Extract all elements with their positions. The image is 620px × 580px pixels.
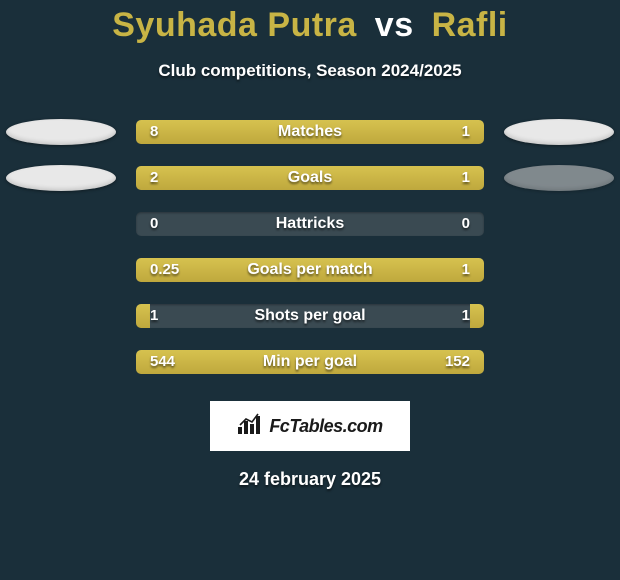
- stat-row: 0.251Goals per match: [0, 253, 620, 299]
- stat-label: Shots per goal: [136, 304, 484, 328]
- comparison-infographic: Syuhada Putra vs Rafli Club competitions…: [0, 0, 620, 580]
- stat-bar: 0.251Goals per match: [136, 258, 484, 282]
- stat-bar: 81Matches: [136, 120, 484, 144]
- subtitle: Club competitions, Season 2024/2025: [0, 61, 620, 81]
- stat-label: Matches: [136, 120, 484, 144]
- logo-text: FcTables.com: [269, 416, 382, 437]
- date-label: 24 february 2025: [0, 469, 620, 490]
- stat-row: 11Shots per goal: [0, 299, 620, 345]
- stat-label: Min per goal: [136, 350, 484, 374]
- player-badge-left: [6, 119, 116, 145]
- player2-name: Rafli: [432, 6, 508, 44]
- stat-row: 81Matches: [0, 115, 620, 161]
- stat-label: Goals per match: [136, 258, 484, 282]
- bar-chart-icon: [237, 413, 263, 440]
- player1-name: Syuhada Putra: [112, 6, 357, 44]
- stat-bar: 21Goals: [136, 166, 484, 190]
- player-badge-left: [6, 165, 116, 191]
- stat-bar: 544152Min per goal: [136, 350, 484, 374]
- stat-row: 00Hattricks: [0, 207, 620, 253]
- stat-row: 544152Min per goal: [0, 345, 620, 391]
- stats-list: 81Matches 21Goals 00Hattricks 0.251Goals pe…: [0, 115, 620, 391]
- title-vs: vs: [375, 6, 414, 44]
- stat-row: 21Goals: [0, 161, 620, 207]
- player-badge-right: [504, 119, 614, 145]
- stat-label: Hattricks: [136, 212, 484, 236]
- logo-box: FcTables.com: [210, 401, 410, 451]
- player-badge-right: [504, 165, 614, 191]
- stat-label: Goals: [136, 166, 484, 190]
- page-title: Syuhada Putra vs Rafli: [0, 6, 620, 45]
- stat-bar: 11Shots per goal: [136, 304, 484, 328]
- stat-bar: 00Hattricks: [136, 212, 484, 236]
